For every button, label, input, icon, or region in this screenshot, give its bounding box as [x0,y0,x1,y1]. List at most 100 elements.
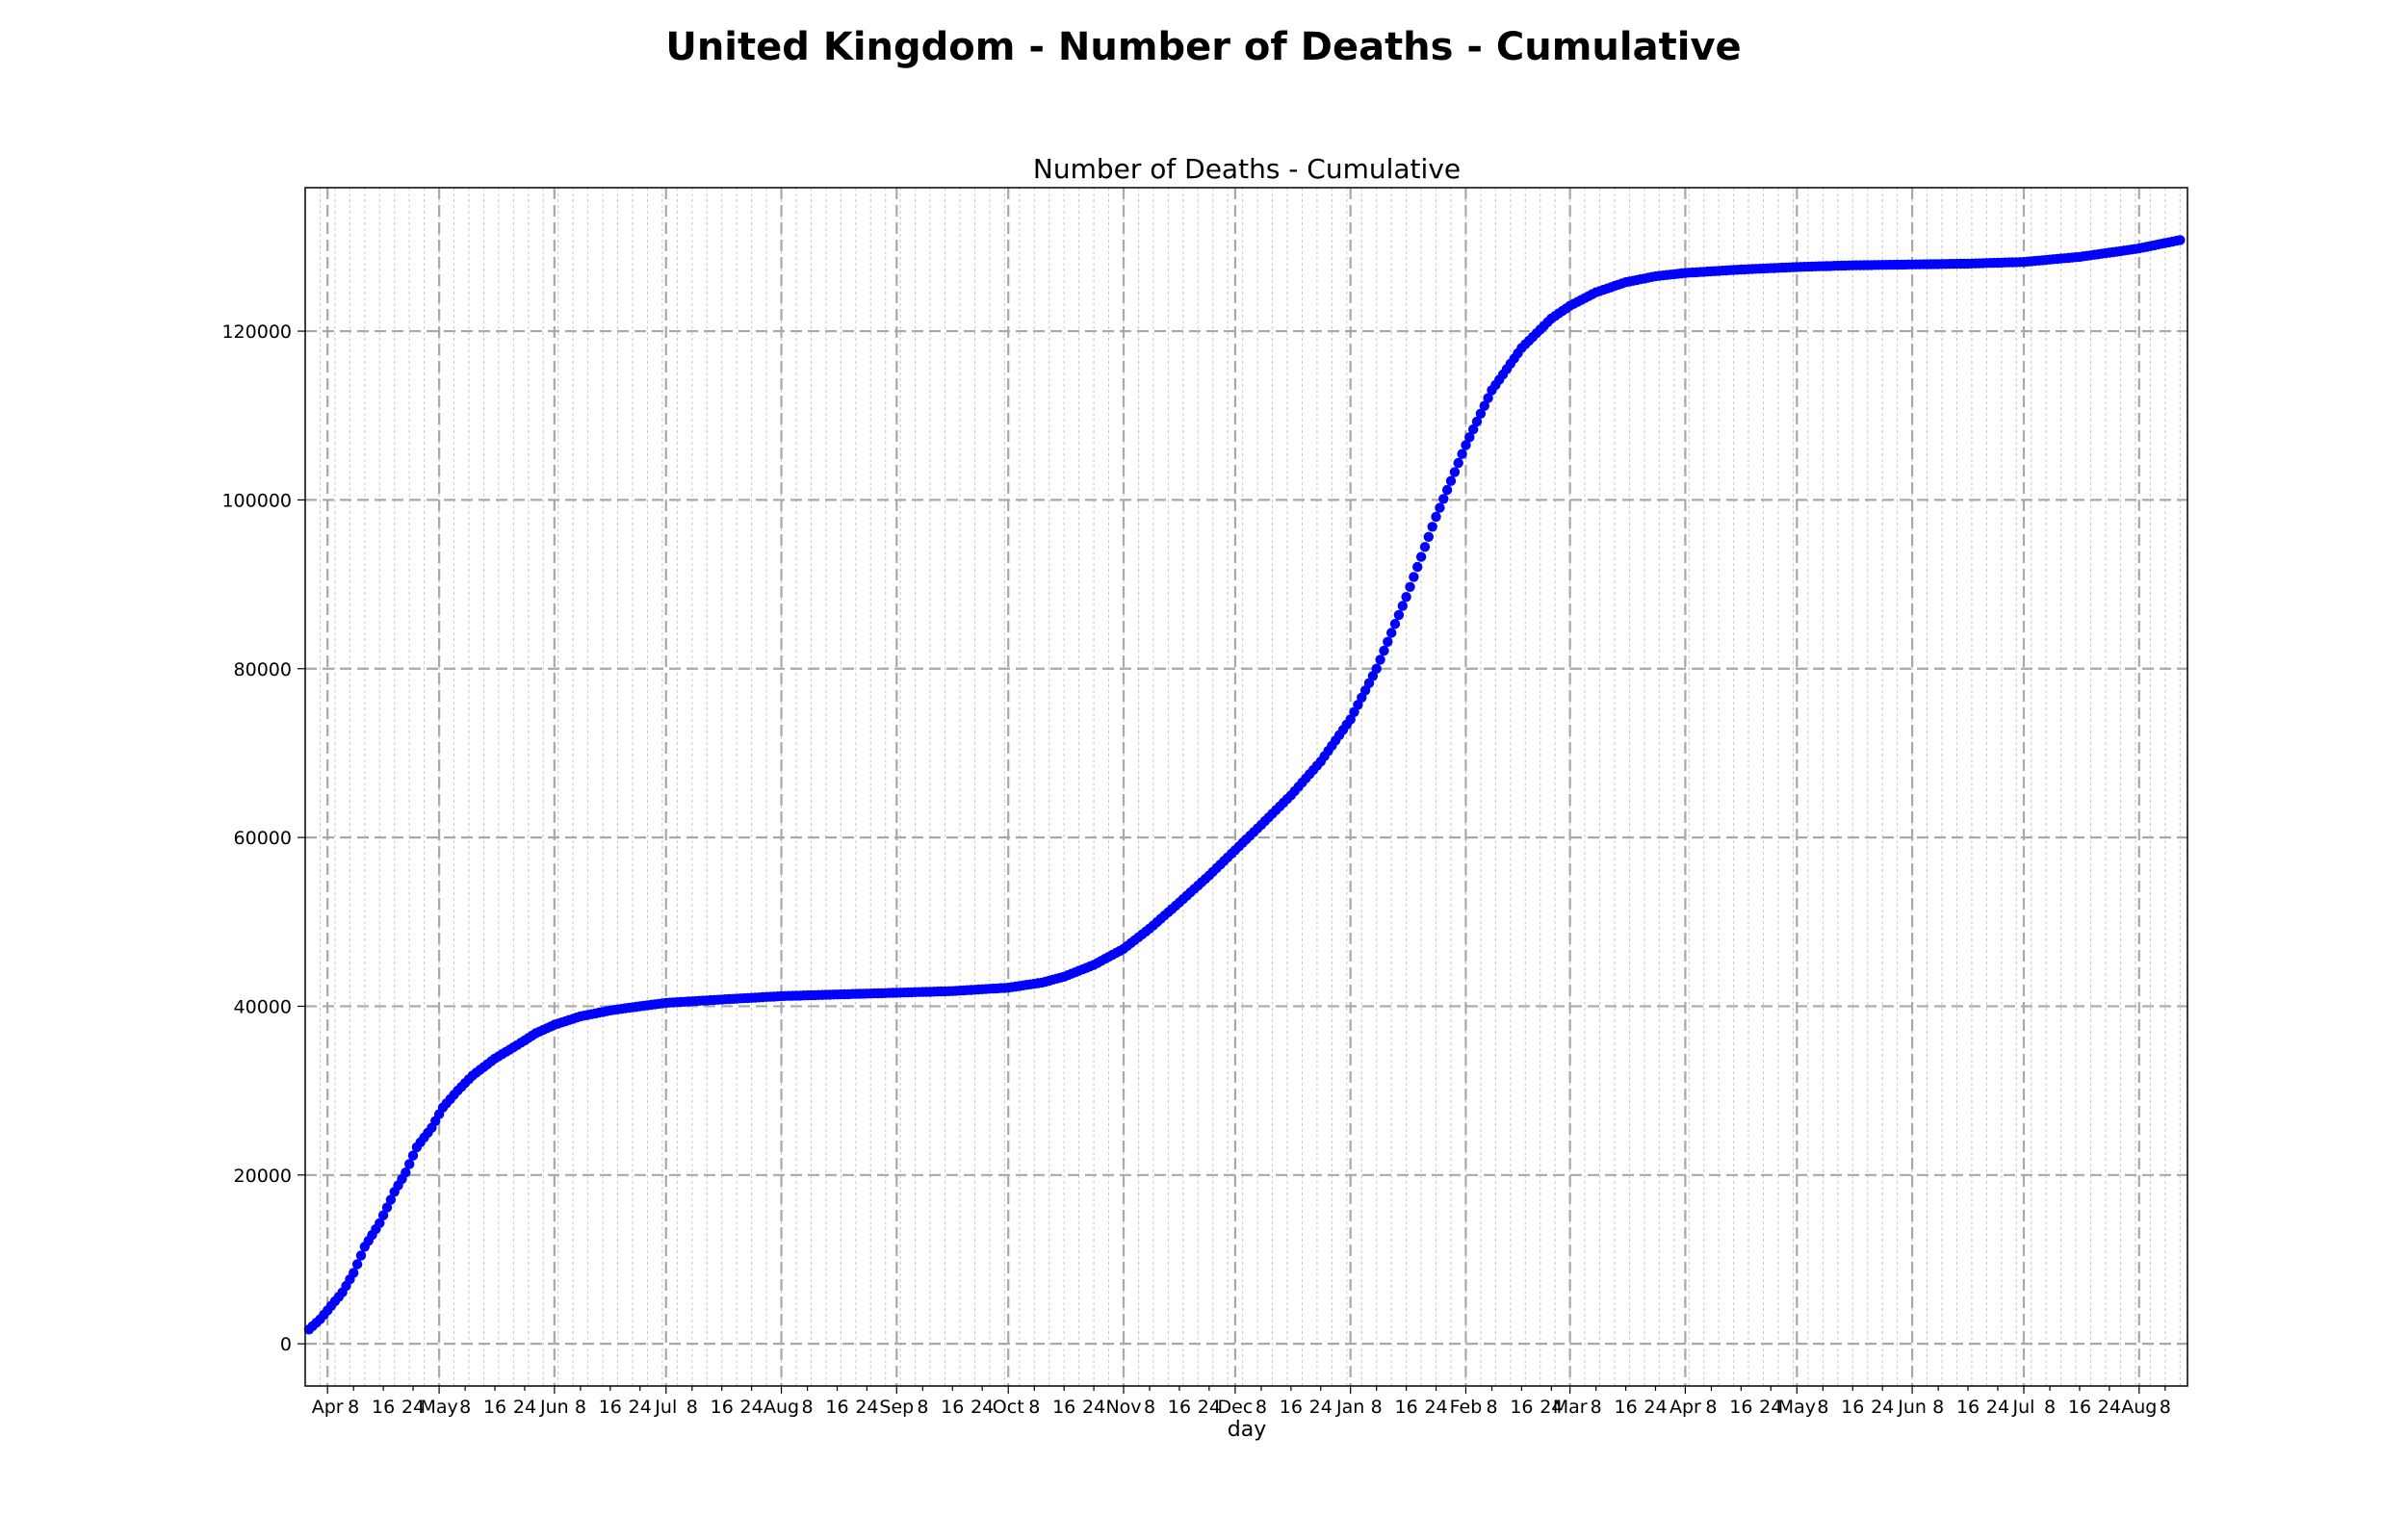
x-tick-label: 16 [1510,1397,1533,1418]
data-point [1423,531,1435,542]
x-tick-label: Apr [1669,1397,1701,1418]
x-tick-label: 8 [1028,1397,1040,1418]
x-tick-label: 8 [348,1397,359,1418]
x-tick-label: 8 [575,1397,586,1418]
x-tick-label: Oct [993,1397,1024,1418]
data-point [1464,432,1475,443]
plot-frame [304,187,2188,1387]
x-tick-label: 8 [1371,1397,1383,1418]
x-tick-label: 8 [2044,1397,2056,1418]
x-tick-label: Jun [539,1397,569,1418]
data-point [407,1150,419,1161]
x-tick-label: 24 [1759,1397,1782,1418]
y-tick-label: 120000 [221,321,292,343]
x-tick-label: 24 [971,1397,994,1418]
x-tick-label: Aug [764,1397,799,1418]
x-tick-label: Aug [2121,1397,2157,1418]
data-point [1475,408,1487,419]
x-tick-label: Jul [654,1397,677,1418]
x-tick-label: Nov [1105,1397,1141,1418]
data-point [1457,449,1467,459]
x-tick-label: 16 [599,1397,622,1418]
data-point [1415,552,1427,562]
x-tick-label: Apr [312,1397,344,1418]
x-tick-label: 24 [740,1397,764,1418]
x-tick-label: May [420,1397,457,1418]
y-tick-label: 20000 [234,1166,292,1187]
x-tick-label: 24 [1424,1397,1447,1418]
data-point [1393,609,1405,621]
data-point [404,1159,415,1169]
data-point [1468,424,1479,435]
data-point [1389,619,1401,629]
x-tick-label: 16 [1841,1397,1864,1418]
data-point [1409,572,1419,582]
x-tick-label: 8 [2160,1397,2171,1418]
x-tick-label: 16 [1280,1397,1303,1418]
x-tick-label: 8 [802,1397,814,1418]
data-point [349,1268,359,1278]
data-point [381,1202,393,1213]
data-point [1453,457,1463,469]
x-axis-label: day [1228,1418,1266,1442]
x-tick-label: 8 [917,1397,928,1418]
data-point [1412,561,1423,573]
y-tick-label: 100000 [221,490,292,511]
x-tick-label: 16 [1614,1397,1637,1418]
x-tick-label: 16 [1729,1397,1752,1418]
data-point [401,1168,411,1178]
data-point [1438,494,1449,504]
x-tick-label: 8 [1705,1397,1717,1418]
x-tick-label: 24 [513,1397,536,1418]
x-tick-label: 24 [2098,1397,2121,1418]
data-point [1449,467,1461,477]
data-series [303,235,2186,1335]
data-point [377,1210,389,1220]
x-tick-label: 8 [1817,1397,1828,1418]
data-point [375,1218,385,1229]
data-point [385,1194,397,1205]
x-tick-label: 8 [1932,1397,1944,1418]
x-tick-label: 8 [1486,1397,1497,1418]
x-tick-label: Jan [1335,1397,1364,1418]
data-point [1386,628,1397,638]
x-tick-label: 24 [401,1397,425,1418]
y-tick-label: 0 [280,1334,292,1355]
x-tick-label: 16 [372,1397,395,1418]
data-point [351,1259,363,1270]
major-gridlines [305,188,2187,1386]
data-point [1419,542,1431,552]
x-tick-label: 16 [1168,1397,1191,1418]
x-tick-label: 8 [1591,1397,1602,1418]
data-point [1479,400,1490,411]
y-axis: 0 20000 40000 60000 80000 100000 120000 [221,321,305,1355]
data-point [1435,502,1445,513]
data-point [1375,654,1385,665]
data-point [1431,511,1441,523]
x-tick-label: 16 [711,1397,734,1418]
x-tick-label: 16 [825,1397,848,1418]
x-tick-label: 8 [1144,1397,1155,1418]
x-tick-label: Dec [1218,1397,1254,1418]
x-tick-label: 16 [1395,1397,1418,1418]
data-point [1397,601,1409,611]
data-point [355,1250,367,1261]
x-tick-label: 16 [1052,1397,1075,1418]
x-tick-label: 24 [855,1397,878,1418]
x-tick-label: May [1778,1397,1816,1418]
data-point [1441,484,1453,496]
data-point [1379,645,1389,656]
x-tick-label: 16 [941,1397,964,1418]
x-tick-label: Jun [1897,1397,1927,1418]
x-tick-label: 16 [2068,1397,2091,1418]
x-tick-label: 8 [686,1397,698,1418]
x-tick-label: Mar [1553,1397,1588,1418]
figure-title: United Kingdom - Number of Deaths - Cumu… [665,25,1741,69]
data-point [1405,581,1415,592]
data-point [1401,592,1411,603]
x-tick-label: 24 [629,1397,652,1418]
data-point [1371,663,1382,674]
x-tick-label: 24 [1643,1397,1667,1418]
